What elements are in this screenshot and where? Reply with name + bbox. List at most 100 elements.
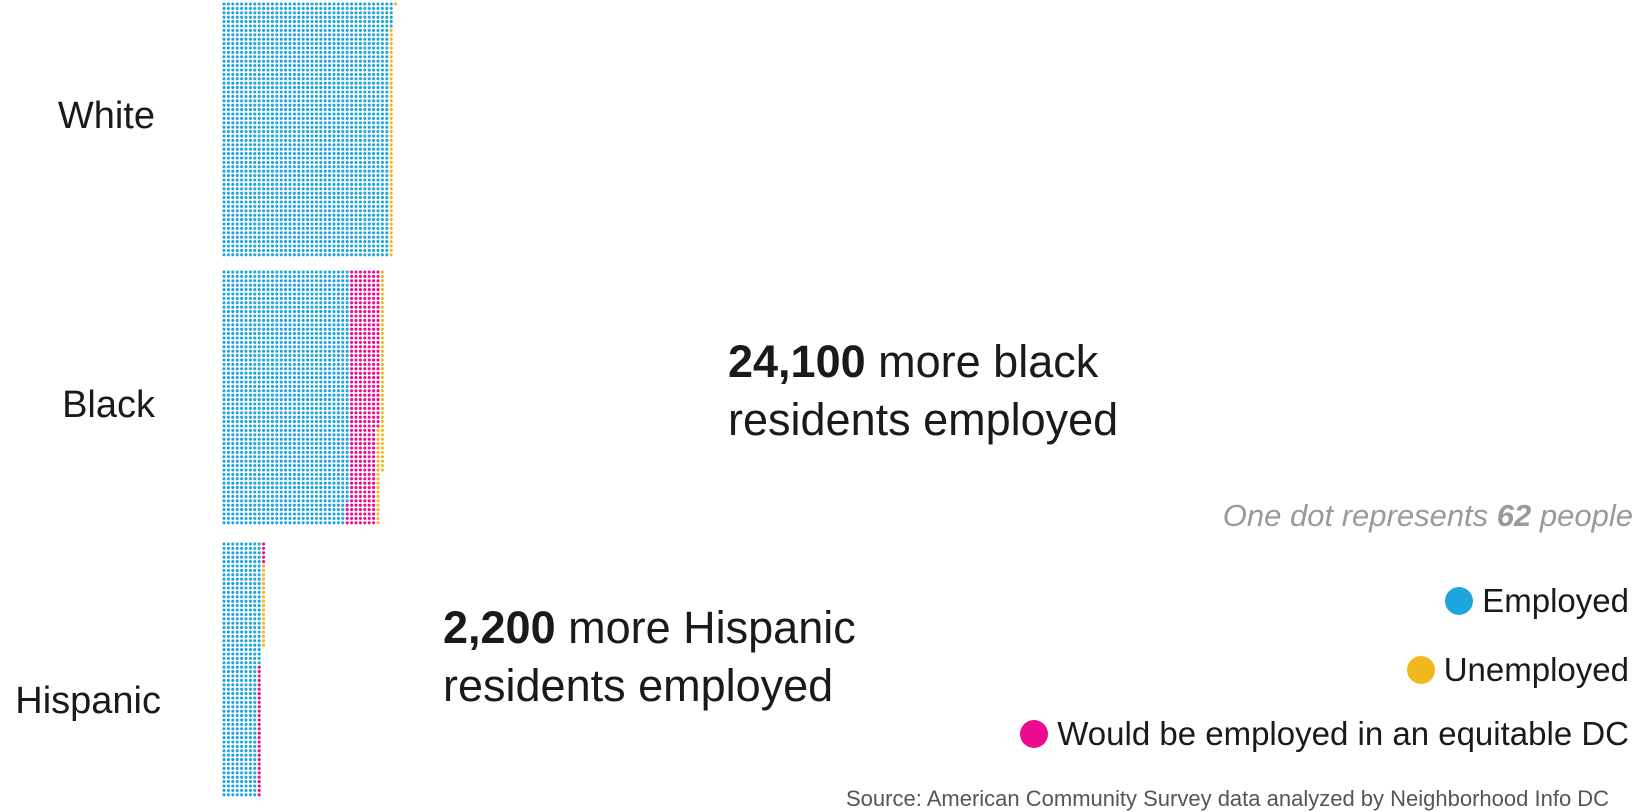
dot-black-employed <box>310 459 314 463</box>
dot-white-employed <box>323 169 327 173</box>
dot-white-employed <box>358 59 362 63</box>
dot-black-employed <box>231 305 235 309</box>
dot-black-employed <box>275 512 279 516</box>
dot-black-employed <box>279 393 283 397</box>
dot-white-employed <box>363 81 367 85</box>
dot-white-employed <box>279 24 283 28</box>
dot-white-employed <box>248 108 252 112</box>
dot-black-would-be-employed-in-an-equitable-dc <box>363 486 367 490</box>
dot-white-employed <box>279 55 283 59</box>
dot-white-employed <box>336 125 340 129</box>
dot-black-employed <box>253 415 257 419</box>
dot-black-employed <box>266 296 270 300</box>
dot-white-employed <box>336 112 340 116</box>
dot-black-employed <box>240 472 244 476</box>
dot-white-employed <box>323 64 327 68</box>
dot-black-would-be-employed-in-an-equitable-dc <box>367 442 371 446</box>
dot-white-employed <box>257 204 261 208</box>
dot-black-employed <box>332 499 336 503</box>
dot-white-employed <box>253 191 257 195</box>
dot-white-employed <box>319 235 323 239</box>
dot-white-employed <box>275 77 279 81</box>
dot-white-employed <box>376 42 380 46</box>
dot-black-employed <box>279 442 283 446</box>
dot-white-employed <box>279 94 283 98</box>
dot-white-employed <box>266 209 270 213</box>
dot-black-employed <box>240 314 244 318</box>
dot-black-employed <box>244 318 248 322</box>
dot-white-employed <box>306 15 310 19</box>
dot-white-employed <box>341 37 345 41</box>
dot-black-employed <box>253 442 257 446</box>
dot-white-employed <box>240 94 244 98</box>
dot-hispanic-would-be-employed-in-an-equitable-dc <box>257 674 261 678</box>
dot-hispanic-employed <box>253 753 257 757</box>
dot-white-employed <box>257 231 261 235</box>
dot-white-employed <box>385 222 389 226</box>
dot-black-employed <box>253 310 257 314</box>
dot-hispanic-employed <box>226 626 230 630</box>
dot-white-employed <box>367 209 371 213</box>
dot-white-employed <box>297 165 301 169</box>
dot-black-would-be-employed-in-an-equitable-dc <box>367 459 371 463</box>
dot-black-would-be-employed-in-an-equitable-dc <box>367 305 371 309</box>
dot-black-employed <box>262 472 266 476</box>
dot-black-employed <box>310 486 314 490</box>
dot-white-employed <box>310 209 314 213</box>
dot-white-employed <box>306 231 310 235</box>
dot-black-employed <box>275 305 279 309</box>
dot-hispanic-employed <box>222 696 226 700</box>
dot-black-unemployed <box>376 459 380 463</box>
dot-black-employed <box>235 332 239 336</box>
dot-white-employed <box>248 138 252 142</box>
dot-black-unemployed <box>376 437 380 441</box>
dot-hispanic-employed <box>231 771 235 775</box>
dot-white-employed <box>363 15 367 19</box>
dot-black-employed <box>231 340 235 344</box>
dot-black-would-be-employed-in-an-equitable-dc <box>372 446 376 450</box>
dot-white-employed <box>323 165 327 169</box>
dot-hispanic-employed <box>222 753 226 757</box>
dot-black-employed <box>279 406 283 410</box>
dot-black-employed <box>306 477 310 481</box>
dot-white-employed <box>222 222 226 226</box>
dot-white-employed <box>226 42 230 46</box>
dot-white-employed <box>314 178 318 182</box>
dot-black-employed <box>222 468 226 472</box>
dot-black-employed <box>222 437 226 441</box>
dot-black-employed <box>319 380 323 384</box>
dot-white-employed <box>319 94 323 98</box>
dot-black-employed <box>284 296 288 300</box>
dot-black-would-be-employed-in-an-equitable-dc <box>363 376 367 380</box>
dot-black-employed <box>284 459 288 463</box>
dot-white-employed <box>336 213 340 217</box>
dot-white-employed <box>292 253 296 257</box>
dot-black-employed <box>328 332 332 336</box>
dot-black-employed <box>270 314 274 318</box>
dot-hispanic-employed <box>235 590 239 594</box>
dot-white-employed <box>257 152 261 156</box>
dot-white-employed <box>372 50 376 54</box>
dot-white-employed <box>332 240 336 244</box>
dot-black-would-be-employed-in-an-equitable-dc <box>350 288 354 292</box>
dot-white-employed <box>372 187 376 191</box>
dot-black-employed <box>341 521 345 525</box>
dot-white-unemployed <box>389 196 393 200</box>
dot-white-employed <box>288 20 292 24</box>
dot-white-employed <box>270 68 274 72</box>
dot-hispanic-employed <box>222 771 226 775</box>
dot-black-would-be-employed-in-an-equitable-dc <box>354 393 358 397</box>
dot-black-employed <box>257 437 261 441</box>
dot-black-employed <box>345 402 349 406</box>
dot-black-employed <box>253 516 257 520</box>
dot-white-unemployed <box>389 28 393 32</box>
dot-white-employed <box>248 28 252 32</box>
dot-white-employed <box>240 209 244 213</box>
dot-black-employed <box>248 292 252 296</box>
dot-black-employed <box>253 279 257 283</box>
dot-black-employed <box>222 477 226 481</box>
dot-white-employed <box>376 99 380 103</box>
dot-black-employed <box>231 468 235 472</box>
dot-black-employed <box>262 327 266 331</box>
dot-white-employed <box>226 59 230 63</box>
